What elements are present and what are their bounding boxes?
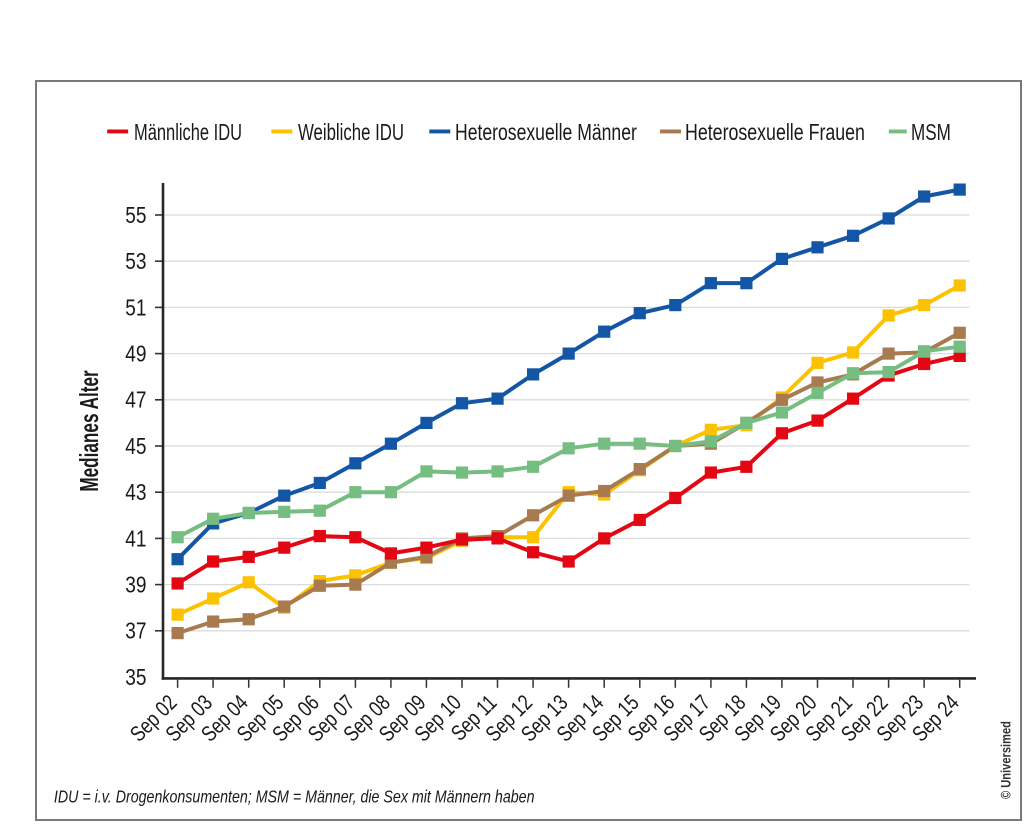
svg-text:55: 55 xyxy=(125,203,146,228)
svg-text:41: 41 xyxy=(125,527,146,552)
svg-text:51: 51 xyxy=(125,296,146,321)
svg-text:37: 37 xyxy=(125,619,146,644)
svg-text:53: 53 xyxy=(125,250,146,275)
svg-text:Männliche IDU: Männliche IDU xyxy=(134,121,242,146)
svg-text:MSM: MSM xyxy=(911,121,951,146)
svg-text:47: 47 xyxy=(125,388,146,413)
svg-text:43: 43 xyxy=(125,481,146,506)
svg-text:49: 49 xyxy=(125,342,146,367)
svg-text:35: 35 xyxy=(125,665,146,690)
svg-text:45: 45 xyxy=(125,434,146,459)
svg-text:© Universimed: © Universimed xyxy=(998,721,1013,799)
svg-text:39: 39 xyxy=(125,573,146,598)
svg-text:Heterosexuelle Frauen: Heterosexuelle Frauen xyxy=(685,120,865,146)
svg-text:Weibliche IDU: Weibliche IDU xyxy=(298,121,404,146)
svg-text:Medianes Alter: Medianes Alter xyxy=(74,370,104,492)
svg-text:IDU = i.v. Drogenkonsumenten;: IDU = i.v. Drogenkonsumenten; MSM = Männ… xyxy=(54,788,535,807)
svg-text:Heterosexuelle Männer: Heterosexuelle Männer xyxy=(455,120,637,146)
